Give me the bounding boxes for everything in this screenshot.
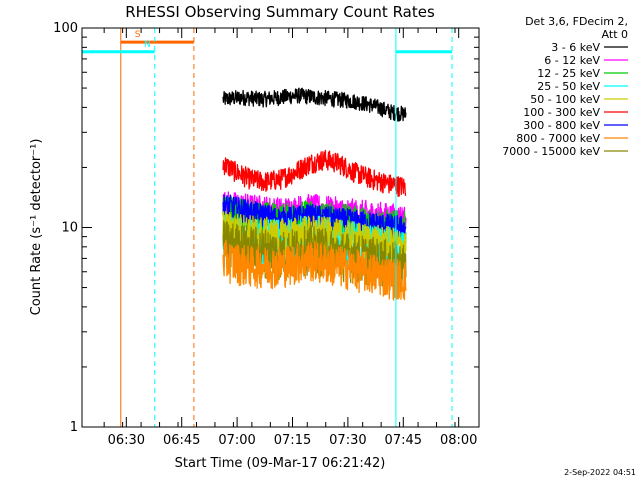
series-layer: [222, 87, 407, 301]
legend-entry-label: 12 - 25 keV: [537, 67, 600, 80]
x-axis-label: Start Time (09-Mar-17 06:21:42): [175, 456, 386, 471]
y-axis-label: Count Rate (s⁻¹ detector⁻¹): [29, 139, 44, 316]
legend-entry-label: 25 - 50 keV: [537, 80, 600, 93]
x-tick-label: 07:45: [385, 433, 422, 448]
segment-label-saa: S: [135, 30, 141, 40]
legend-entry-label: 300 - 800 keV: [523, 119, 600, 132]
legend-entry-label: 7000 - 15000 keV: [502, 145, 600, 158]
x-tick-label: 07:15: [274, 433, 311, 448]
segment-label-night: N: [144, 40, 151, 50]
legend-entry-label: 50 - 100 keV: [530, 93, 600, 106]
legend-entry-label: 100 - 300 keV: [523, 106, 600, 119]
y-axis: 1 10 100: [53, 21, 479, 435]
timestamp: 2-Sep-2022 04:51: [564, 468, 636, 477]
legend-entry-label: 3 - 6 keV: [551, 41, 600, 54]
x-tick-label: 07:30: [329, 433, 366, 448]
legend-header: Att 0: [602, 28, 628, 41]
x-tick-label: 07:00: [218, 433, 255, 448]
y-tick-label: 100: [53, 21, 78, 36]
y-tick-label: 1: [70, 420, 78, 435]
legend-entry-label: 6 - 12 keV: [544, 54, 600, 67]
legend-header: Det 3,6, FDecim 2,: [525, 15, 628, 28]
x-tick-label: 06:30: [108, 433, 145, 448]
legend-entry-label: 800 - 7000 keV: [516, 132, 600, 145]
x-tick-label: 06:45: [163, 433, 200, 448]
series-line-3-6-kev: [222, 87, 407, 122]
x-tick-label: 08:00: [440, 433, 477, 448]
y-tick-label: 10: [61, 221, 78, 236]
chart-title: RHESSI Observing Summary Count Rates: [125, 3, 435, 21]
x-axis: 06:30 06:45 07:00 07:15 07:30 07:45 08:00: [103, 28, 477, 448]
series-line-100-300-kev: [222, 149, 407, 198]
series-line-800-7000-kev: [222, 239, 407, 301]
